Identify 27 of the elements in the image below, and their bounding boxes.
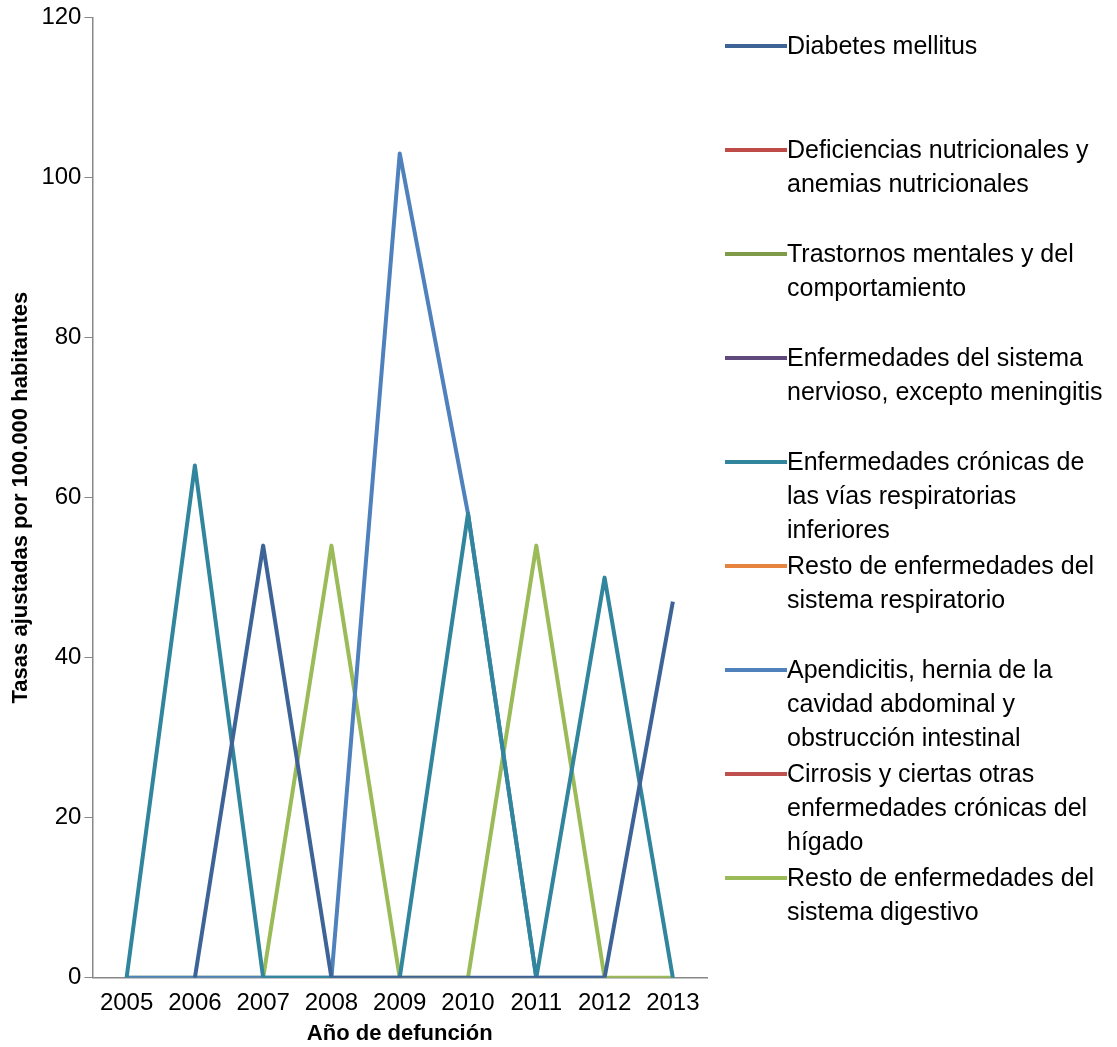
legend-label: Enfermedades del sistema nervioso, excepto meningitis [787, 342, 1104, 407]
legend-label: Enfermedades crónicas de las vías respiratorias inferiores [787, 446, 1086, 545]
x-tick-label: 2013 [646, 987, 700, 1015]
y-tick-label: 20 [54, 802, 82, 830]
legend-label: Resto de enfermedades del sistema digestivo [787, 862, 1096, 927]
legend-label: Cirrosis y ciertas otras enfermedades crónicas del hígado [787, 758, 1089, 857]
x-tick-label: 2007 [236, 987, 290, 1015]
x-tick-label: 2005 [99, 987, 154, 1015]
x-tick-label: 2011 [510, 987, 563, 1015]
x-tick-label: 2008 [304, 987, 359, 1015]
y-axis-title: Tasas ajustadas por 100.000 habitantes [7, 291, 33, 704]
x-tick-label: 2009 [373, 987, 427, 1015]
legend-label: Diabetes mellitus [787, 30, 978, 61]
y-tick-label: 60 [54, 482, 82, 510]
y-tick-label: 0 [68, 962, 82, 990]
y-tick-label: 40 [54, 642, 82, 670]
x-tick-label: 2010 [441, 987, 495, 1015]
y-tick-label: 100 [41, 162, 82, 190]
x-tick-label: 2012 [577, 987, 632, 1015]
x-axis-title: Año de defunción [306, 1019, 493, 1045]
legend-label: Apendicitis, hernia de la cavidad abdominal y obstrucción intestinal [787, 654, 1054, 753]
y-tick-label: 120 [41, 2, 82, 30]
legend-label: Resto de enfermedades del sistema respiratorio [787, 550, 1096, 615]
x-tick-label: 2006 [168, 987, 222, 1015]
legend-label: Trastornos mentales y del comportamiento [787, 238, 1075, 303]
legend-label: Deficiencias nutricionales y anemias nutricionales [787, 134, 1090, 199]
y-tick-label: 80 [54, 322, 82, 350]
